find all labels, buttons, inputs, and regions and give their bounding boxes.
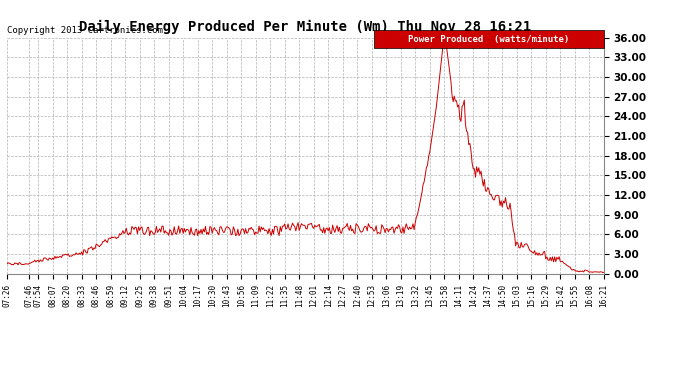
Title: Daily Energy Produced Per Minute (Wm) Thu Nov 28 16:21: Daily Energy Produced Per Minute (Wm) Th… — [79, 20, 531, 33]
FancyBboxPatch shape — [374, 30, 604, 48]
Text: Power Produced  (watts/minute): Power Produced (watts/minute) — [408, 35, 569, 44]
Text: Copyright 2013 Cartronics.com: Copyright 2013 Cartronics.com — [7, 26, 163, 35]
